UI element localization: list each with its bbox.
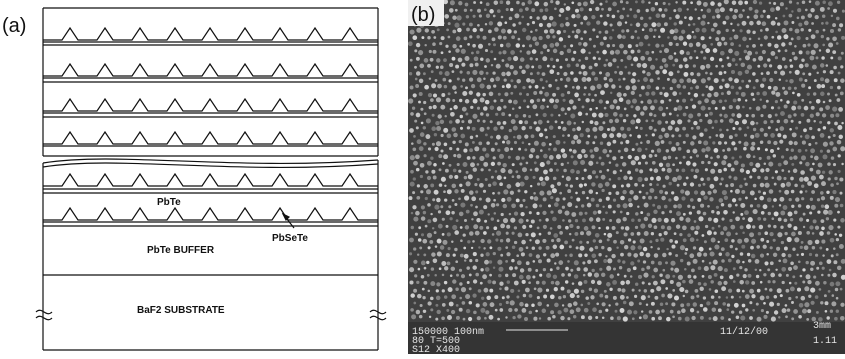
break-lines xyxy=(42,158,379,169)
panel-b-label-box xyxy=(408,0,444,26)
buffer-label: PbTe BUFFER xyxy=(147,245,215,256)
substrate-break-mark-left xyxy=(35,315,53,321)
panel-a-superlattice-diagram: (a) xyxy=(0,0,400,354)
panel-b-label: (b) xyxy=(411,4,435,26)
sem-right-value-bottom: 1.11 xyxy=(813,336,837,347)
dot-row xyxy=(43,130,378,145)
dot-row xyxy=(43,62,378,77)
sem-right-value-top: 3mm xyxy=(813,321,831,332)
panel-a-label: (a) xyxy=(2,15,26,37)
dot-row xyxy=(43,206,378,221)
pbte-label: PbTe xyxy=(157,197,181,208)
dot-row xyxy=(43,172,378,187)
dot-row xyxy=(43,97,378,112)
lower-layer-stack xyxy=(35,160,387,351)
sem-date: 11/12/00 xyxy=(720,326,768,338)
dot-row xyxy=(43,26,378,41)
break-line-top xyxy=(42,158,379,165)
superlattice-schematic: (a) xyxy=(2,7,387,351)
substrate-label: BaF2 SUBSTRATE xyxy=(137,305,225,316)
substrate-break-mark-right xyxy=(369,315,387,321)
break-line-bottom xyxy=(42,162,379,169)
sem-info-line-2: 80 T=500 xyxy=(412,336,460,347)
panel-b-sem-image: 150000 100nm 80 T=500 S12 X400 11/12/00 … xyxy=(408,0,845,354)
sem-info-line-3: S12 X400 xyxy=(412,345,460,354)
sem-info-line-1: 150000 100nm xyxy=(412,327,484,338)
substrate-break-mark-left xyxy=(35,309,53,315)
info-bar xyxy=(408,322,845,354)
pbsete-label: PbSeTe xyxy=(272,233,308,244)
upper-layer-stack xyxy=(42,7,379,157)
substrate-break-mark-right xyxy=(369,309,387,315)
pbsete-pointer-arrowhead xyxy=(281,212,291,222)
sem-micrograph: 150000 100nm 80 T=500 S12 X400 11/12/00 … xyxy=(408,0,845,354)
